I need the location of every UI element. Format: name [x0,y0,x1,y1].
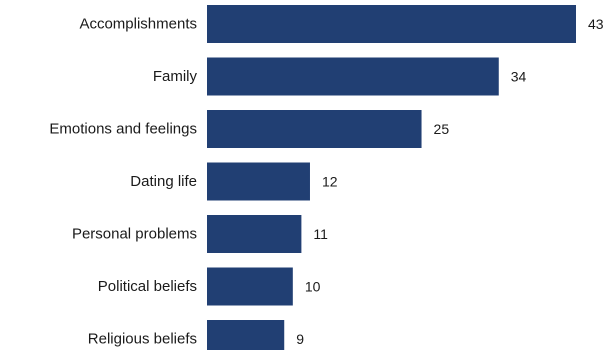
value-label-3: 12 [322,174,338,190]
bar-4 [207,215,302,253]
bar-6 [207,320,285,350]
value-label-0: 43 [588,16,604,32]
bar-2 [207,110,422,148]
category-label-3: Dating life [130,173,197,190]
category-label-2: Emotions and feelings [49,121,197,138]
category-labels-group: Accomplishments Family Emotions and feelin… [49,16,197,348]
category-label-4: Personal problems [72,226,197,243]
category-label-5: Political beliefs [98,278,197,295]
value-label-1: 34 [511,69,527,85]
value-label-5: 10 [305,279,321,295]
category-label-0: Accomplishments [79,16,197,33]
category-label-1: Family [153,68,198,85]
bar-3 [207,162,310,201]
value-labels-group: 43 34 25 12 11 10 9 [296,16,604,347]
value-label-4: 11 [313,226,328,242]
bar-1 [207,57,499,96]
value-label-2: 25 [434,121,450,137]
bars-group [207,5,576,350]
bar-0 [207,5,576,43]
bar-5 [207,267,293,306]
category-label-6: Religious beliefs [88,331,197,348]
value-label-6: 9 [296,331,304,347]
